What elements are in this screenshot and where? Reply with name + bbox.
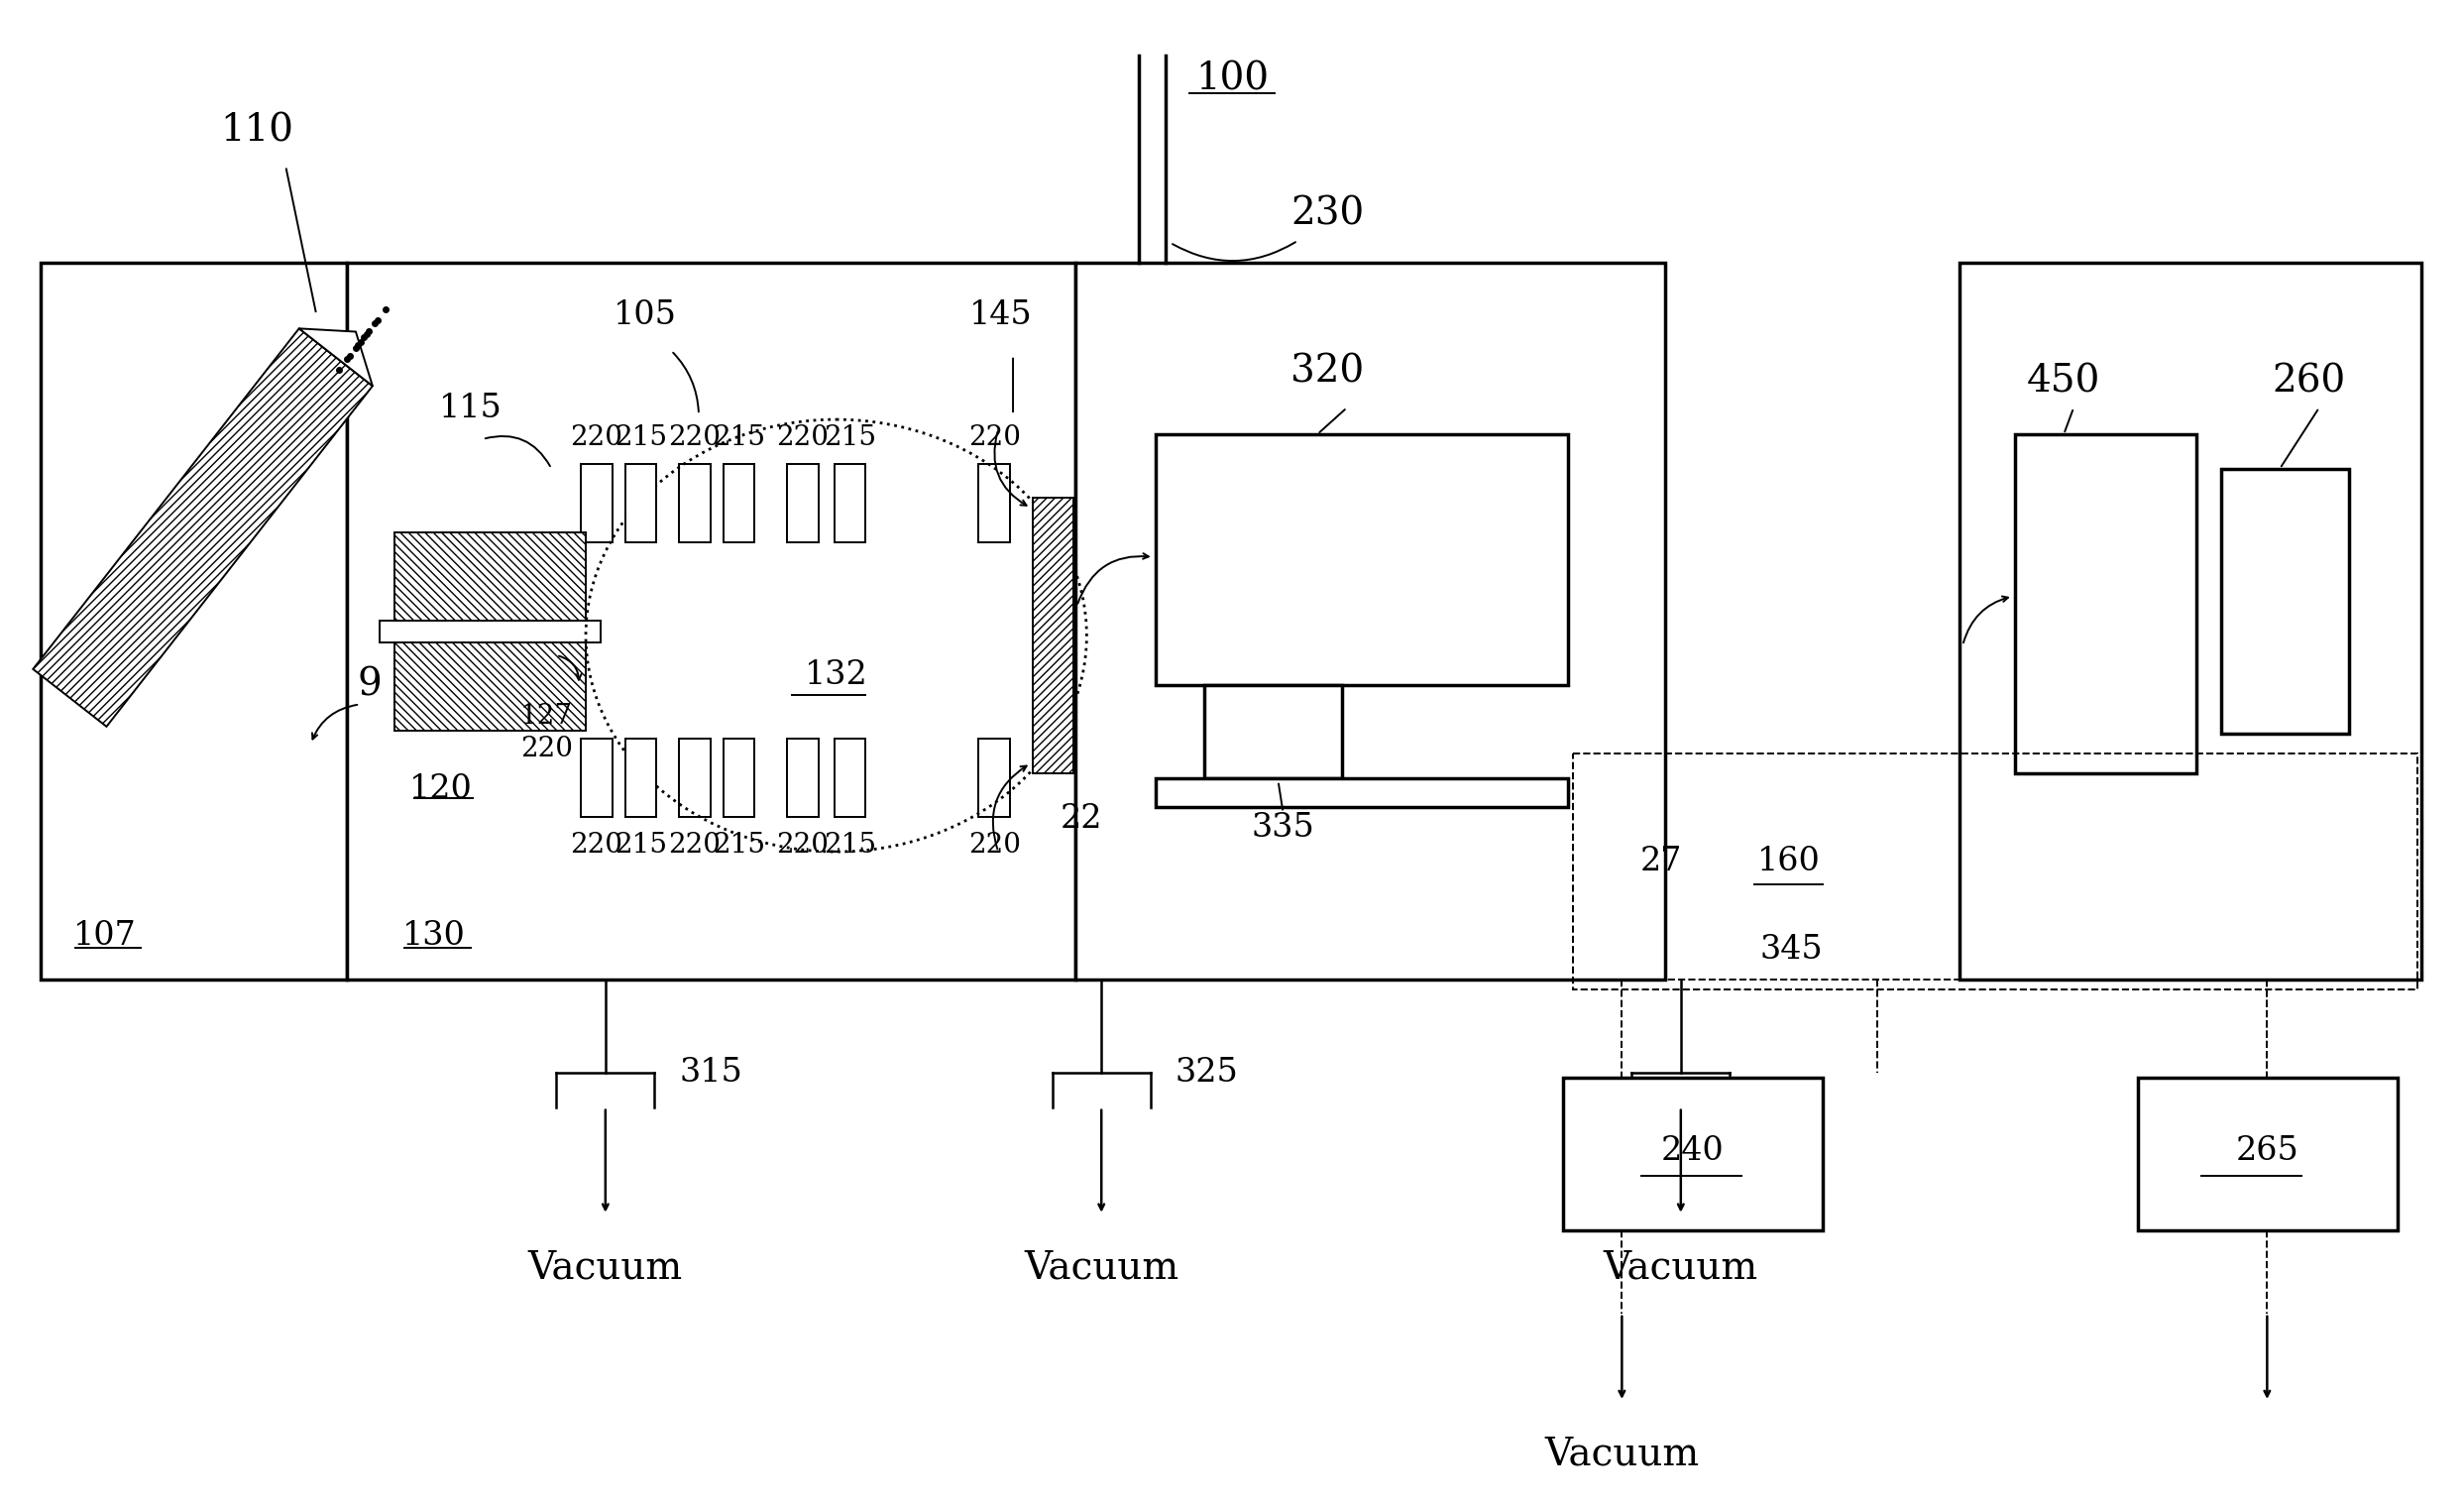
Bar bbox=[724, 464, 754, 542]
Bar bbox=[680, 464, 710, 542]
Text: 220: 220 bbox=[520, 734, 572, 762]
Text: 130: 130 bbox=[402, 921, 466, 953]
Text: 127: 127 bbox=[520, 703, 572, 730]
Bar bbox=[978, 464, 1010, 542]
Bar bbox=[786, 739, 818, 817]
Text: 115: 115 bbox=[439, 393, 503, 424]
Bar bbox=[835, 739, 865, 817]
Bar bbox=[2016, 435, 2195, 774]
Text: 132: 132 bbox=[806, 659, 867, 691]
Text: 120: 120 bbox=[409, 774, 473, 805]
Bar bbox=[42, 262, 347, 980]
Text: Vacuum: Vacuum bbox=[1545, 1436, 1700, 1473]
Text: 27: 27 bbox=[1641, 846, 1683, 877]
Text: 160: 160 bbox=[1757, 846, 1821, 877]
Bar bbox=[626, 739, 655, 817]
Bar bbox=[835, 464, 865, 542]
Bar bbox=[1032, 498, 1074, 774]
Bar bbox=[835, 739, 865, 817]
Bar bbox=[394, 533, 586, 622]
Bar bbox=[1562, 1078, 1823, 1230]
Text: 220: 220 bbox=[668, 424, 722, 452]
Text: 215: 215 bbox=[823, 424, 877, 452]
Text: 320: 320 bbox=[1291, 354, 1365, 390]
Text: 105: 105 bbox=[614, 299, 678, 331]
Text: 220: 220 bbox=[968, 424, 1020, 452]
Text: 260: 260 bbox=[2272, 363, 2346, 400]
Bar bbox=[2220, 468, 2348, 734]
Text: Vacuum: Vacuum bbox=[1604, 1249, 1759, 1287]
Polygon shape bbox=[32, 328, 372, 727]
Bar bbox=[1032, 498, 1074, 774]
Bar bbox=[626, 739, 655, 817]
Text: 215: 215 bbox=[712, 832, 766, 859]
Text: 335: 335 bbox=[1252, 813, 1316, 844]
Bar bbox=[2136, 1078, 2397, 1230]
Text: Vacuum: Vacuum bbox=[1025, 1249, 1178, 1287]
Bar bbox=[379, 622, 601, 643]
Text: 220: 220 bbox=[776, 424, 828, 452]
Bar bbox=[394, 643, 586, 731]
Bar bbox=[978, 739, 1010, 817]
Bar bbox=[724, 464, 754, 542]
Bar bbox=[835, 464, 865, 542]
Bar bbox=[582, 464, 614, 542]
Bar bbox=[582, 739, 614, 817]
Bar bbox=[724, 739, 754, 817]
Text: 107: 107 bbox=[74, 921, 136, 953]
Text: 22: 22 bbox=[1060, 802, 1104, 834]
Bar bbox=[1205, 685, 1343, 778]
Text: 9: 9 bbox=[357, 667, 382, 703]
Text: 145: 145 bbox=[971, 299, 1032, 331]
Bar bbox=[626, 464, 655, 542]
Bar bbox=[1572, 754, 2417, 989]
Text: 215: 215 bbox=[712, 424, 766, 452]
Bar bbox=[394, 643, 586, 731]
Text: 265: 265 bbox=[2235, 1135, 2299, 1168]
Bar bbox=[1959, 262, 2422, 980]
Text: 215: 215 bbox=[614, 424, 668, 452]
Bar bbox=[626, 464, 655, 542]
Text: 240: 240 bbox=[1661, 1135, 1725, 1168]
Text: 220: 220 bbox=[776, 832, 828, 859]
Bar bbox=[394, 533, 586, 622]
Text: 100: 100 bbox=[1195, 60, 1269, 98]
Text: 220: 220 bbox=[569, 832, 623, 859]
Bar bbox=[1156, 778, 1567, 808]
Text: 220: 220 bbox=[968, 832, 1020, 859]
Text: 215: 215 bbox=[823, 832, 877, 859]
Text: 220: 220 bbox=[668, 832, 722, 859]
Text: 220: 220 bbox=[569, 424, 623, 452]
Text: 325: 325 bbox=[1175, 1057, 1239, 1088]
Text: 450: 450 bbox=[2028, 363, 2102, 400]
Text: Vacuum: Vacuum bbox=[527, 1249, 683, 1287]
Bar bbox=[1156, 435, 1567, 685]
Bar bbox=[1077, 262, 1666, 980]
Text: 110: 110 bbox=[219, 113, 293, 149]
Bar bbox=[724, 739, 754, 817]
Text: 215: 215 bbox=[614, 832, 668, 859]
Text: 315: 315 bbox=[680, 1057, 742, 1088]
Bar bbox=[680, 739, 710, 817]
Text: 230: 230 bbox=[1291, 196, 1365, 233]
Polygon shape bbox=[298, 328, 372, 385]
Text: 345: 345 bbox=[1759, 935, 1823, 966]
Bar bbox=[347, 262, 1077, 980]
Bar bbox=[786, 464, 818, 542]
